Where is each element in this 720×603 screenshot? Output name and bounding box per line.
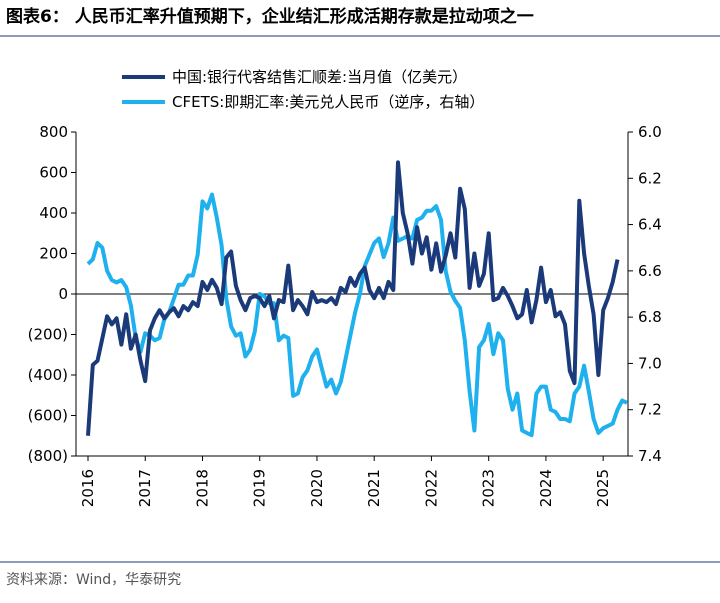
y2-tick-label: 6.4 — [638, 216, 662, 234]
y-tick-label: 600 — [39, 164, 68, 182]
y2-tick-label: 6.2 — [638, 169, 662, 187]
legend-label: CFETS:即期汇率:美元兑人民币（逆序，右轴） — [172, 93, 484, 111]
series-line — [86, 192, 628, 438]
x-tick-label: 2024 — [537, 469, 555, 507]
x-tick-label: 2025 — [594, 469, 612, 507]
y2-tick-label: 6.0 — [638, 123, 662, 141]
x-tick-label: 2019 — [251, 469, 269, 507]
y2-tick-label: 7.4 — [638, 447, 662, 465]
x-tick-label: 2018 — [193, 469, 211, 507]
series-line — [86, 160, 620, 436]
y-tick-label: 800 — [39, 123, 68, 141]
y-tick-label: (600) — [28, 407, 68, 425]
y2-tick-label: 7.0 — [638, 354, 662, 372]
y2-tick-label: 6.6 — [638, 262, 662, 280]
x-tick-label: 2017 — [136, 469, 154, 507]
y-tick-label: (800) — [28, 447, 68, 465]
y-tick-label: (200) — [28, 326, 68, 344]
chart-title: 图表6： 人民币汇率升值预期下，企业结汇形成活期存款是拉动项之一 — [6, 6, 534, 27]
y-tick-label: 0 — [58, 285, 68, 303]
x-tick-label: 2021 — [365, 469, 383, 507]
y2-tick-label: 7.2 — [638, 401, 662, 419]
y-tick-label: (400) — [28, 366, 68, 384]
x-tick-label: 2016 — [79, 469, 97, 507]
y-tick-label: 400 — [39, 204, 68, 222]
legend-label: 中国:银行代客结售汇顺差:当月值（亿美元） — [172, 68, 467, 86]
source: 资料来源：Wind，华泰研究 — [6, 572, 181, 588]
x-tick-label: 2020 — [308, 469, 326, 507]
x-tick-label: 2022 — [422, 469, 440, 507]
y-tick-label: 200 — [39, 245, 68, 263]
x-tick-label: 2023 — [480, 469, 498, 507]
y2-tick-label: 6.8 — [638, 308, 662, 326]
